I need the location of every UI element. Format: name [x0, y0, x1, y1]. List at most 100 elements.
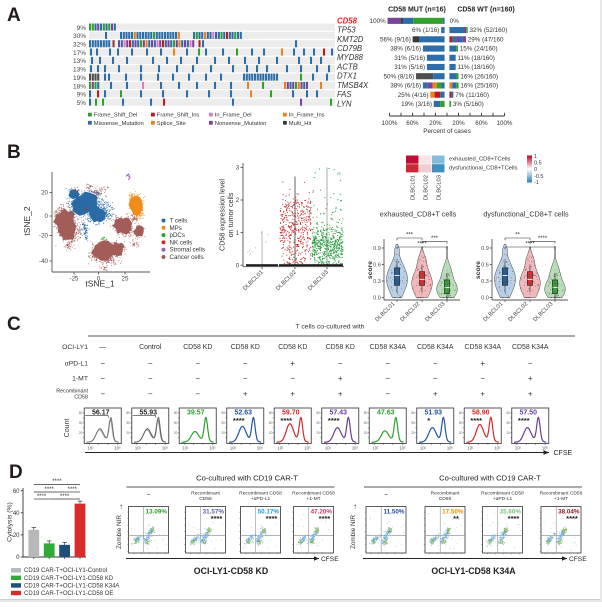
- svg-text:52.63: 52.63: [234, 409, 252, 416]
- svg-text:αPD-L1: αPD-L1: [65, 361, 88, 368]
- svg-text:CD58 expression level: CD58 expression level: [218, 179, 227, 251]
- svg-text:20: 20: [221, 431, 225, 435]
- svg-text:****: ****: [538, 236, 548, 242]
- svg-text:10²: 10²: [467, 446, 474, 451]
- svg-text:0: 0: [97, 275, 101, 282]
- svg-text:+: +: [290, 390, 295, 399]
- svg-text:exhausted_CD8+T cells: exhausted_CD8+T cells: [380, 210, 457, 219]
- svg-text:****: ****: [211, 514, 223, 523]
- svg-text:20: 20: [411, 431, 415, 435]
- svg-text:KMT2D: KMT2D: [337, 35, 364, 44]
- svg-text:CFSE: CFSE: [569, 556, 587, 563]
- svg-text:****: ****: [328, 416, 340, 425]
- svg-text:on tumor cells: on tumor cells: [226, 192, 235, 237]
- svg-text:*: *: [427, 416, 430, 425]
- svg-text:3: 3: [236, 165, 240, 172]
- svg-text:−: −: [290, 374, 295, 383]
- svg-text:−: −: [148, 359, 153, 368]
- svg-text:OCI-LY1-CD58 KD: OCI-LY1-CD58 KD: [194, 566, 268, 576]
- svg-text:16% (25/160): 16% (25/160): [460, 83, 498, 90]
- svg-text:50.17%: 50.17%: [258, 509, 280, 516]
- svg-text:****: ****: [60, 494, 70, 500]
- svg-text:0: 0: [16, 555, 20, 561]
- svg-text:20%: 20%: [452, 120, 465, 127]
- svg-text:−: −: [195, 359, 200, 368]
- svg-text:****: ****: [37, 494, 47, 500]
- svg-text:****: ****: [319, 514, 331, 523]
- svg-text:Recombinant CD58: Recombinant CD58: [481, 491, 524, 497]
- svg-text:80: 80: [411, 411, 415, 415]
- svg-text:17.50%: 17.50%: [442, 509, 464, 516]
- svg-text:10⁵: 10⁵: [447, 446, 454, 451]
- svg-text:CFSE: CFSE: [554, 450, 573, 457]
- svg-text:50: 50: [459, 421, 463, 425]
- svg-text:10²: 10²: [515, 446, 522, 451]
- svg-text:47.63: 47.63: [377, 409, 395, 416]
- svg-text:+: +: [433, 390, 438, 399]
- svg-text:+: +: [480, 359, 485, 368]
- svg-text:DLBCL03: DLBCL03: [424, 301, 446, 323]
- svg-text:+1-MT: +1-MT: [306, 496, 320, 502]
- svg-text:Recombinant: Recombinant: [56, 389, 88, 395]
- svg-text:DLBCL02: DLBCL02: [424, 175, 430, 200]
- svg-text:—: —: [99, 344, 106, 351]
- svg-text:Nonsense_Mutation: Nonsense_Mutation: [215, 121, 267, 127]
- svg-text:40: 40: [13, 511, 20, 517]
- svg-text:Recombinant: Recombinant: [191, 491, 220, 497]
- svg-text:80: 80: [79, 411, 83, 415]
- svg-text:CD58: CD58: [199, 496, 212, 502]
- svg-text:20: 20: [269, 431, 273, 435]
- svg-text:In_Frame_Ins: In_Frame_Ins: [289, 113, 325, 119]
- svg-text:80: 80: [364, 411, 368, 415]
- svg-text:Splice_Site: Splice_Site: [157, 121, 186, 127]
- svg-text:+: +: [528, 374, 533, 383]
- svg-text:CD19 CAR-T+OCI-LY1-CD58 OE: CD19 CAR-T+OCI-LY1-CD58 OE: [24, 591, 113, 597]
- svg-text:20: 20: [13, 533, 20, 539]
- svg-text:10⁵: 10⁵: [257, 446, 264, 451]
- svg-text:9%: 9%: [77, 92, 87, 99]
- svg-text:ACTB: ACTB: [336, 62, 358, 71]
- svg-text:score: score: [475, 261, 482, 279]
- svg-text:39.57: 39.57: [187, 409, 205, 416]
- svg-text:59.70: 59.70: [282, 409, 300, 416]
- svg-text:0.5: 0.5: [534, 160, 542, 166]
- svg-text:CD58 KD: CD58 KD: [183, 344, 212, 351]
- svg-text:DLBCL01: DLBCL01: [411, 175, 417, 200]
- svg-text:−: −: [480, 374, 485, 383]
- svg-text:10²: 10²: [420, 446, 427, 451]
- svg-text:exhausted_CD8+TCells: exhausted_CD8+TCells: [449, 157, 510, 163]
- svg-text:CFSE: CFSE: [321, 556, 339, 563]
- svg-text:CD58: CD58: [439, 496, 452, 502]
- svg-text:100%: 100%: [382, 120, 398, 127]
- svg-text:−: −: [338, 359, 343, 368]
- svg-text:11% (18/160): 11% (18/160): [457, 64, 494, 71]
- svg-text:80: 80: [126, 411, 130, 415]
- svg-text:dysfunctional_CD8+TCells: dysfunctional_CD8+TCells: [449, 166, 518, 172]
- svg-text:OCI-LY1-CD58 K34A: OCI-LY1-CD58 K34A: [431, 566, 516, 576]
- svg-text:Count: Count: [64, 419, 71, 438]
- svg-text:FAS: FAS: [337, 90, 352, 99]
- svg-text:13%: 13%: [73, 67, 86, 74]
- svg-text:15% (24/160): 15% (24/160): [460, 46, 498, 53]
- svg-text:20: 20: [41, 190, 48, 197]
- svg-text:+: +: [480, 390, 485, 399]
- svg-text:Zombie NIR: Zombie NIR: [350, 515, 357, 549]
- svg-text:0.6: 0.6: [373, 263, 381, 269]
- svg-text:20: 20: [364, 431, 368, 435]
- svg-text:10⁵: 10⁵: [494, 446, 501, 451]
- svg-text:20: 20: [506, 431, 510, 435]
- svg-text:29% (47/160: 29% (47/160: [468, 36, 504, 43]
- svg-text:−: −: [148, 374, 153, 383]
- svg-text:10²: 10²: [87, 446, 94, 451]
- svg-text:1: 1: [534, 154, 537, 160]
- svg-text:60%: 60%: [406, 120, 419, 127]
- svg-text:Frame_Shift_Del: Frame_Shift_Del: [94, 113, 138, 119]
- svg-text:Missense_Mutation: Missense_Mutation: [94, 121, 144, 127]
- svg-text:+: +: [338, 374, 343, 383]
- svg-text:10⁵: 10⁵: [209, 446, 216, 451]
- svg-text:31% (5/16): 31% (5/16): [394, 55, 425, 62]
- svg-text:−: −: [433, 374, 438, 383]
- svg-text:C: C: [7, 314, 21, 335]
- svg-text:60%: 60%: [475, 120, 488, 127]
- svg-text:T cells co-cultured with: T cells co-cultured with: [295, 324, 364, 331]
